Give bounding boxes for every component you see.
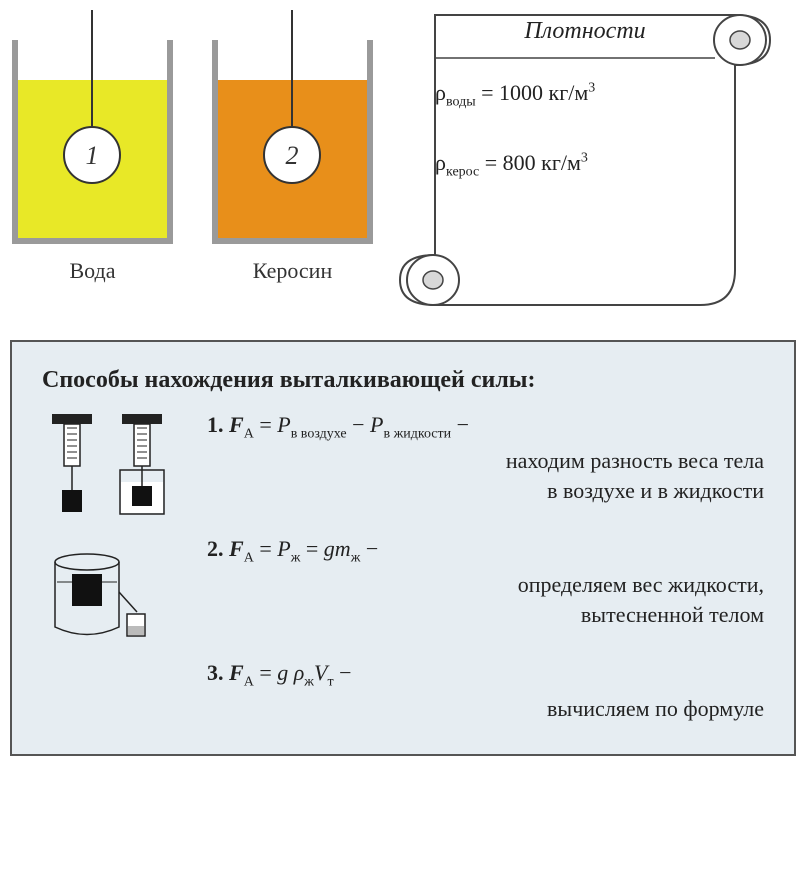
beaker-unit-1: 1 Вода	[10, 10, 175, 284]
method-2-desc: определяем вес жидкости, вытесненной тел…	[207, 570, 764, 629]
density-row-kerosene: ρкерос = 800 кг/м3	[435, 150, 735, 180]
density-row-water: ρводы = 1000 кг/м3	[435, 80, 735, 110]
method-3-desc: вычисляем по формуле	[207, 694, 764, 724]
method-1: 1. FA = Pв воздухе − Pв жидкости − наход…	[207, 412, 764, 506]
method-1-desc: находим разность веса тела в воздухе и в…	[207, 446, 764, 505]
densities-scroll: Плотности ρводы = 1000 кг/м3 ρкерос = 80…	[395, 10, 775, 320]
beaker-kerosene: 2	[210, 10, 375, 250]
beaker-unit-2: 2 Керосин	[210, 10, 375, 284]
scroll-body: ρводы = 1000 кг/м3 ρкерос = 800 кг/м3	[435, 80, 735, 221]
methods-panel: Способы нахождения выталкивающей силы:	[10, 340, 796, 756]
beaker-water: 1	[10, 10, 175, 250]
method-2: 2. FA = Pж = gmж − определяем вес жидкос…	[207, 536, 764, 630]
beaker-label-water: Вода	[70, 258, 116, 284]
svg-text:2: 2	[286, 141, 299, 170]
methods-text: 1. FA = Pв воздухе − Pв жидкости − наход…	[207, 412, 764, 724]
beaker-label-kerosene: Керосин	[253, 258, 332, 284]
top-section: 1 Вода 2 Керосин	[10, 10, 796, 320]
methods-title: Способы нахождения выталкивающей силы:	[42, 367, 764, 394]
scroll-title: Плотности	[395, 18, 775, 45]
method-2-formula: 2. FA = Pж = gmж −	[207, 536, 764, 566]
beakers-row: 1 Вода 2 Керосин	[10, 10, 375, 284]
method-1-formula: 1. FA = Pв воздухе − Pв жидкости −	[207, 412, 764, 442]
illustration-vessel	[42, 542, 152, 652]
method-3-formula: 3. FA = g ρжVт −	[207, 660, 764, 690]
methods-row: 1. FA = Pв воздухе − Pв жидкости − наход…	[42, 412, 764, 724]
svg-text:1: 1	[86, 141, 99, 170]
illustration-scales	[42, 412, 182, 522]
illustrations-column	[42, 412, 182, 724]
method-3: 3. FA = g ρжVт − вычисляем по формуле	[207, 660, 764, 724]
